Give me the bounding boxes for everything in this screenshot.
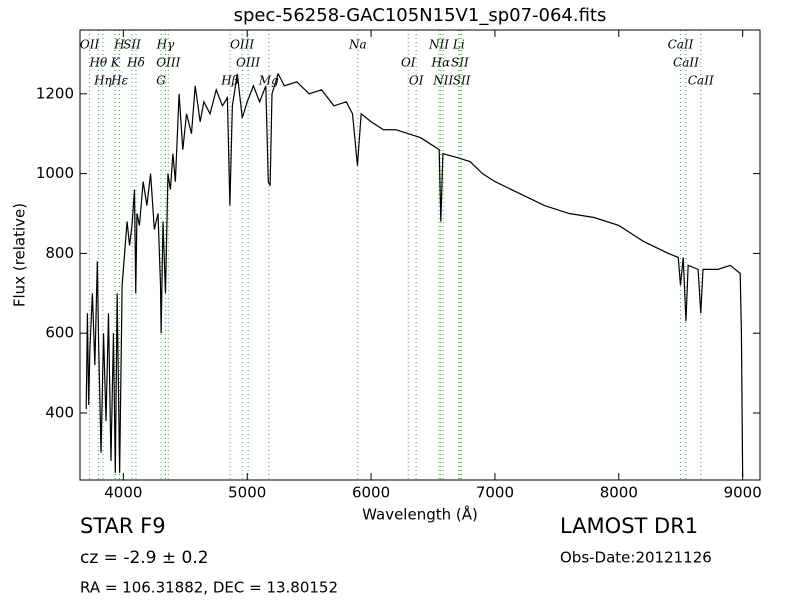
- y-tick-label: 600: [45, 324, 74, 342]
- y-tick-label: 400: [45, 403, 74, 421]
- x-tick-label: 9000: [724, 484, 762, 502]
- spectral-line-label: NII: [428, 38, 449, 52]
- spectral-line-label: K: [110, 56, 121, 70]
- spectral-line-label: OIII: [236, 56, 260, 70]
- x-tick-label: 6000: [352, 484, 390, 502]
- x-tick-label: 4000: [104, 484, 142, 502]
- x-tick-label: 5000: [228, 484, 266, 502]
- spectral-line-label: Hθ: [88, 56, 107, 70]
- survey: LAMOST DR1: [560, 514, 698, 538]
- spectral-line-label: G: [156, 74, 166, 88]
- x-tick-label: 8000: [600, 484, 638, 502]
- spectral-line-label: CaII: [688, 74, 714, 88]
- y-tick-label: 1000: [36, 164, 74, 182]
- spectral-line-label: SII: [453, 74, 471, 88]
- spectral-line-label: CaII: [673, 56, 699, 70]
- spectral-line-label: OIII: [156, 56, 180, 70]
- spectral-line-label: Mg: [258, 74, 279, 88]
- redshift: cz = -2.9 ± 0.2: [80, 548, 209, 568]
- spectral-line-label: OII: [80, 38, 100, 52]
- spectral-line-label: SII: [451, 56, 469, 70]
- spectral-line-label: Na: [348, 38, 367, 52]
- x-axis-label: Wavelength (Å): [362, 505, 478, 524]
- chart-title: spec-56258-GAC105N15V1_sp07-064.fits: [234, 5, 607, 26]
- y-tick-label: 1200: [36, 84, 74, 102]
- spectral-line-label: Li: [452, 38, 465, 52]
- plot-frame: [79, 29, 761, 481]
- spectral-line-label: Hα: [431, 56, 451, 70]
- spectral-line-label: OI: [409, 74, 424, 88]
- x-tick-label: 7000: [476, 484, 514, 502]
- spectrum-line: [85, 72, 744, 477]
- coordinates: RA = 106.31882, DEC = 13.80152: [80, 579, 338, 597]
- spectral-line-label: NII: [432, 74, 453, 88]
- y-axis-label: Flux (relative): [11, 203, 29, 307]
- spectral-line-label: Hε: [110, 74, 128, 88]
- spectral-line-label: OI: [401, 56, 416, 70]
- obs-date: Obs-Date:20121126: [560, 549, 712, 567]
- spectral-line-label: Hβ: [220, 74, 238, 88]
- y-tick-label: 800: [45, 244, 74, 262]
- spectral-line-label: SII: [123, 38, 141, 52]
- spectral-line-label: OIII: [230, 38, 254, 52]
- spectral-line-label: Hδ: [126, 56, 145, 70]
- spectral-line-label: CaII: [668, 38, 694, 52]
- spectral-line-label: Hη: [93, 74, 112, 88]
- spectral-line-label: H: [113, 38, 125, 52]
- spectral-line-label: Hγ: [156, 38, 175, 52]
- object-class: STAR F9: [80, 514, 166, 538]
